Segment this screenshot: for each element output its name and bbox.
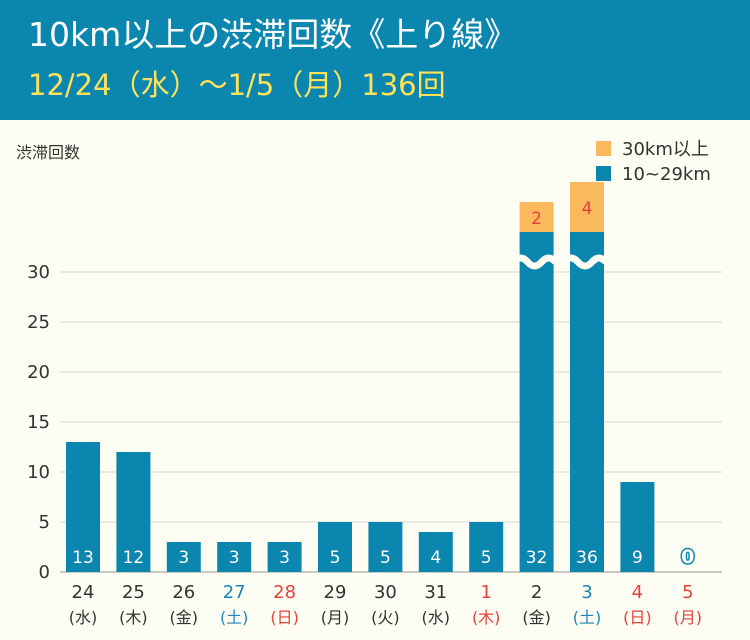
bar-value-label: 4 bbox=[430, 548, 441, 568]
bar-value-label: 0 bbox=[681, 546, 694, 568]
x-tick-weekday: (日) bbox=[270, 608, 299, 627]
x-tick-weekday: (木) bbox=[119, 608, 148, 627]
header: 10km以上の渋滞回数《上り線》 12/24（水）～1/5（月）136回 bbox=[0, 0, 750, 120]
x-tick-day: 3 bbox=[581, 582, 592, 603]
bar-value-label: 5 bbox=[481, 548, 492, 568]
bar-chart: 渋滞回数05101520253030km以上10~29km1324(水)1225… bbox=[16, 139, 722, 627]
bar-10-29km bbox=[570, 232, 604, 572]
bar-10-29km bbox=[267, 542, 302, 572]
bar-30km-plus bbox=[519, 202, 554, 232]
bar-value-label-30km: 4 bbox=[582, 199, 593, 219]
bar-10-29km bbox=[166, 542, 201, 572]
axis-break-wave bbox=[510, 254, 559, 270]
x-tick-day: 4 bbox=[632, 582, 643, 603]
bar-10-29km bbox=[469, 522, 504, 572]
bar-value-label: 13 bbox=[72, 548, 94, 568]
bar-value-label: 5 bbox=[380, 548, 391, 568]
y-axis-label: 渋滞回数 bbox=[16, 143, 80, 162]
bar-value-label-30km: 2 bbox=[531, 209, 542, 229]
x-tick-weekday: (土) bbox=[220, 608, 249, 627]
x-tick-weekday: (土) bbox=[573, 608, 602, 627]
y-tick-label: 20 bbox=[27, 362, 50, 383]
legend-swatch bbox=[596, 166, 611, 181]
bar-value-label: 12 bbox=[123, 548, 145, 568]
x-tick-weekday: (月) bbox=[321, 608, 350, 627]
x-tick-day: 1 bbox=[480, 582, 491, 603]
bar-10-29km bbox=[66, 442, 100, 572]
y-tick-label: 25 bbox=[27, 312, 50, 333]
page-title: 10km以上の渋滞回数《上り線》 bbox=[28, 15, 518, 54]
bar-10-29km bbox=[318, 522, 352, 572]
page-subtitle: 12/24（水）～1/5（月）136回 bbox=[28, 68, 446, 102]
x-tick-day: 24 bbox=[72, 582, 95, 603]
x-tick-day: 28 bbox=[273, 582, 296, 603]
bar-value-label: 32 bbox=[526, 548, 548, 568]
bar-value-label: 5 bbox=[330, 548, 341, 568]
x-tick-day: 2 bbox=[531, 582, 542, 603]
x-tick-day: 26 bbox=[172, 582, 195, 603]
x-tick-day: 31 bbox=[424, 582, 447, 603]
bar-10-29km bbox=[116, 452, 151, 572]
bar-10-29km bbox=[418, 532, 453, 572]
y-tick-label: 30 bbox=[27, 262, 50, 283]
x-tick-day: 30 bbox=[374, 582, 397, 603]
x-tick-weekday: (日) bbox=[623, 608, 652, 627]
bar-10-29km bbox=[620, 482, 655, 572]
bar-value-label: 3 bbox=[229, 548, 240, 568]
x-tick-day: 5 bbox=[682, 582, 693, 603]
bar-10-29km bbox=[368, 522, 403, 572]
x-tick-day: 29 bbox=[324, 582, 347, 603]
x-tick-weekday: (月) bbox=[674, 608, 703, 627]
bar-10-29km bbox=[217, 542, 252, 572]
x-tick-weekday: (金) bbox=[522, 608, 551, 627]
x-tick-weekday: (水) bbox=[69, 608, 98, 627]
legend-swatch bbox=[596, 141, 611, 156]
y-tick-label: 0 bbox=[39, 562, 50, 583]
axis-break-wave bbox=[561, 254, 609, 270]
bar-value-label: 3 bbox=[178, 548, 189, 568]
x-tick-weekday: (金) bbox=[170, 608, 199, 627]
x-tick-weekday: (水) bbox=[422, 608, 451, 627]
legend-label: 30km以上 bbox=[622, 139, 709, 160]
y-tick-label: 15 bbox=[27, 412, 50, 433]
bar-value-label: 9 bbox=[632, 548, 643, 568]
bar-10-29km bbox=[519, 232, 554, 572]
bar-value-label: 3 bbox=[279, 548, 290, 568]
x-tick-weekday: (木) bbox=[472, 608, 501, 627]
legend-label: 10~29km bbox=[622, 164, 711, 185]
y-tick-label: 10 bbox=[27, 462, 50, 483]
bar-30km-plus bbox=[570, 182, 604, 232]
x-tick-weekday: (火) bbox=[371, 608, 400, 627]
bar-value-label: 36 bbox=[576, 548, 598, 568]
y-tick-label: 5 bbox=[39, 512, 50, 533]
x-tick-day: 25 bbox=[122, 582, 145, 603]
x-tick-day: 27 bbox=[223, 582, 246, 603]
